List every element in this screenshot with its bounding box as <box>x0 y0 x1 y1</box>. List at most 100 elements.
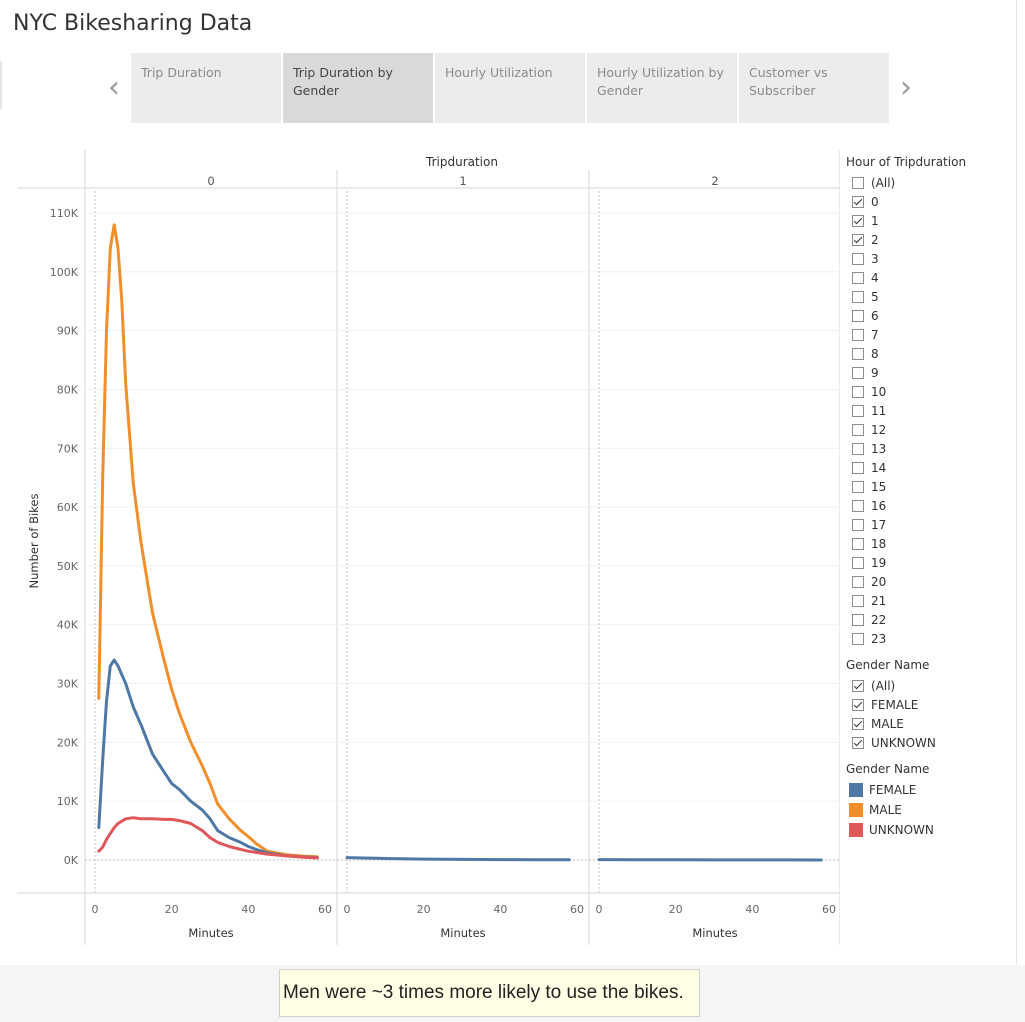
filter-legend-panel: Hour of Tripduration (All) 0 1 2 3 4 5 6 7 8 9 10 11… <box>846 155 1016 840</box>
checkbox[interactable] <box>852 461 864 474</box>
x-tick-label: 0 <box>596 903 603 916</box>
chevron-left-icon[interactable]: ‹ <box>108 70 120 105</box>
x-tick-label: 40 <box>493 903 507 916</box>
checkbox[interactable] <box>852 613 864 626</box>
checkbox-label: 16 <box>871 498 887 513</box>
checkbox[interactable] <box>852 632 864 645</box>
hour-filter-option[interactable]: 4 <box>846 268 1016 287</box>
checkbox[interactable] <box>852 290 864 303</box>
checkbox[interactable] <box>852 575 864 588</box>
hour-filter-option[interactable]: 5 <box>846 287 1016 306</box>
checkbox[interactable] <box>852 404 864 417</box>
gender-filter-option[interactable]: FEMALE <box>846 695 1016 714</box>
x-tick-label: 0 <box>92 903 99 916</box>
panel-label: 1 <box>459 174 466 188</box>
checkbox[interactable] <box>852 309 864 322</box>
gender-filter-option[interactable]: MALE <box>846 714 1016 733</box>
chevron-right-icon[interactable]: › <box>900 70 912 105</box>
checkbox[interactable] <box>852 480 864 493</box>
checkbox-label: (All) <box>871 678 896 693</box>
hour-filter-option[interactable]: 15 <box>846 477 1016 496</box>
tab-2[interactable]: Hourly Utilization <box>435 53 585 123</box>
hour-filter-option[interactable]: 18 <box>846 534 1016 553</box>
story-caption[interactable]: Men were ~3 times more likely to use the… <box>279 969 700 1017</box>
hour-filter-option[interactable]: 2 <box>846 230 1016 249</box>
hour-filter-option[interactable]: 21 <box>846 591 1016 610</box>
story-tabs: Trip Duration Trip Duration by Gender Hour… <box>131 53 891 123</box>
series-line-female <box>97 658 319 860</box>
hour-filter-option[interactable]: 17 <box>846 515 1016 534</box>
hour-filter-option[interactable]: 13 <box>846 439 1016 458</box>
legend-label: UNKNOWN <box>869 823 934 837</box>
color-legend: FEMALE MALE UNKNOWN <box>846 780 1016 840</box>
y-tick-label: 100K <box>50 266 79 279</box>
hour-filter-option[interactable]: (All) <box>846 173 1016 192</box>
legend-swatch <box>849 783 863 797</box>
hour-filter-option[interactable]: 0 <box>846 192 1016 211</box>
hour-filter-option[interactable]: 3 <box>846 249 1016 268</box>
checkbox[interactable] <box>852 385 864 398</box>
hour-filter-option[interactable]: 6 <box>846 306 1016 325</box>
legend-item[interactable]: UNKNOWN <box>846 820 1016 840</box>
tab-0[interactable]: Trip Duration <box>131 53 281 123</box>
tab-4[interactable]: Customer vs Subscriber <box>739 53 889 123</box>
checkbox[interactable] <box>852 271 864 284</box>
series-line-unknown <box>97 816 319 860</box>
checkbox-label: 2 <box>871 232 879 247</box>
y-tick-label: 30K <box>57 678 79 691</box>
checkbox-label: 22 <box>871 612 887 627</box>
hour-filter-option[interactable]: 10 <box>846 382 1016 401</box>
gender-filter-option[interactable]: (All) <box>846 676 1016 695</box>
hour-filter-title: Hour of Tripduration <box>846 155 967 169</box>
hour-filter-option[interactable]: 11 <box>846 401 1016 420</box>
checkbox[interactable] <box>852 195 864 208</box>
checkbox[interactable] <box>852 717 864 730</box>
hour-filter-option[interactable]: 16 <box>846 496 1016 515</box>
checkbox-label: 23 <box>871 631 887 646</box>
gender-filter-option[interactable]: UNKNOWN <box>846 733 1016 752</box>
hour-filter-option[interactable]: 22 <box>846 610 1016 629</box>
checkbox-label: (All) <box>871 175 896 190</box>
checkbox[interactable] <box>852 736 864 749</box>
hour-filter-option[interactable]: 7 <box>846 325 1016 344</box>
hour-filter-option[interactable]: 9 <box>846 363 1016 382</box>
checkbox-label: 3 <box>871 251 879 266</box>
checkbox[interactable] <box>852 499 864 512</box>
left-divider <box>0 61 2 109</box>
checkbox-label: 4 <box>871 270 879 285</box>
checkbox-label: 6 <box>871 308 879 323</box>
checkbox[interactable] <box>852 698 864 711</box>
checkbox[interactable] <box>852 214 864 227</box>
hour-filter-option[interactable]: 23 <box>846 629 1016 648</box>
checkbox-label: FEMALE <box>871 697 919 712</box>
checkbox[interactable] <box>852 518 864 531</box>
checkbox[interactable] <box>852 366 864 379</box>
checkbox[interactable] <box>852 252 864 265</box>
tab-3[interactable]: Hourly Utilization by Gender <box>587 53 737 123</box>
x-axis-label: Minutes <box>440 926 485 940</box>
checkbox[interactable] <box>852 556 864 569</box>
checkbox[interactable] <box>852 594 864 607</box>
checkbox[interactable] <box>852 176 864 189</box>
checkbox[interactable] <box>852 537 864 550</box>
checkbox[interactable] <box>852 679 864 692</box>
checkbox[interactable] <box>852 233 864 246</box>
hour-filter-option[interactable]: 19 <box>846 553 1016 572</box>
gender-filter-title: Gender Name <box>846 658 930 672</box>
tab-1[interactable]: Trip Duration by Gender <box>283 53 433 123</box>
checkbox[interactable] <box>852 442 864 455</box>
checkbox[interactable] <box>852 423 864 436</box>
legend-item[interactable]: MALE <box>846 800 1016 820</box>
page-title: NYC Bikesharing Data <box>13 11 253 36</box>
checkbox[interactable] <box>852 347 864 360</box>
hour-filter-option[interactable]: 14 <box>846 458 1016 477</box>
checkbox-label: 19 <box>871 555 887 570</box>
hour-filter-option[interactable]: 12 <box>846 420 1016 439</box>
hour-filter-option[interactable]: 1 <box>846 211 1016 230</box>
legend-swatch <box>849 803 863 817</box>
legend-item[interactable]: FEMALE <box>846 780 1016 800</box>
checkbox-label: 13 <box>871 441 887 456</box>
checkbox[interactable] <box>852 328 864 341</box>
hour-filter-option[interactable]: 20 <box>846 572 1016 591</box>
hour-filter-option[interactable]: 8 <box>846 344 1016 363</box>
